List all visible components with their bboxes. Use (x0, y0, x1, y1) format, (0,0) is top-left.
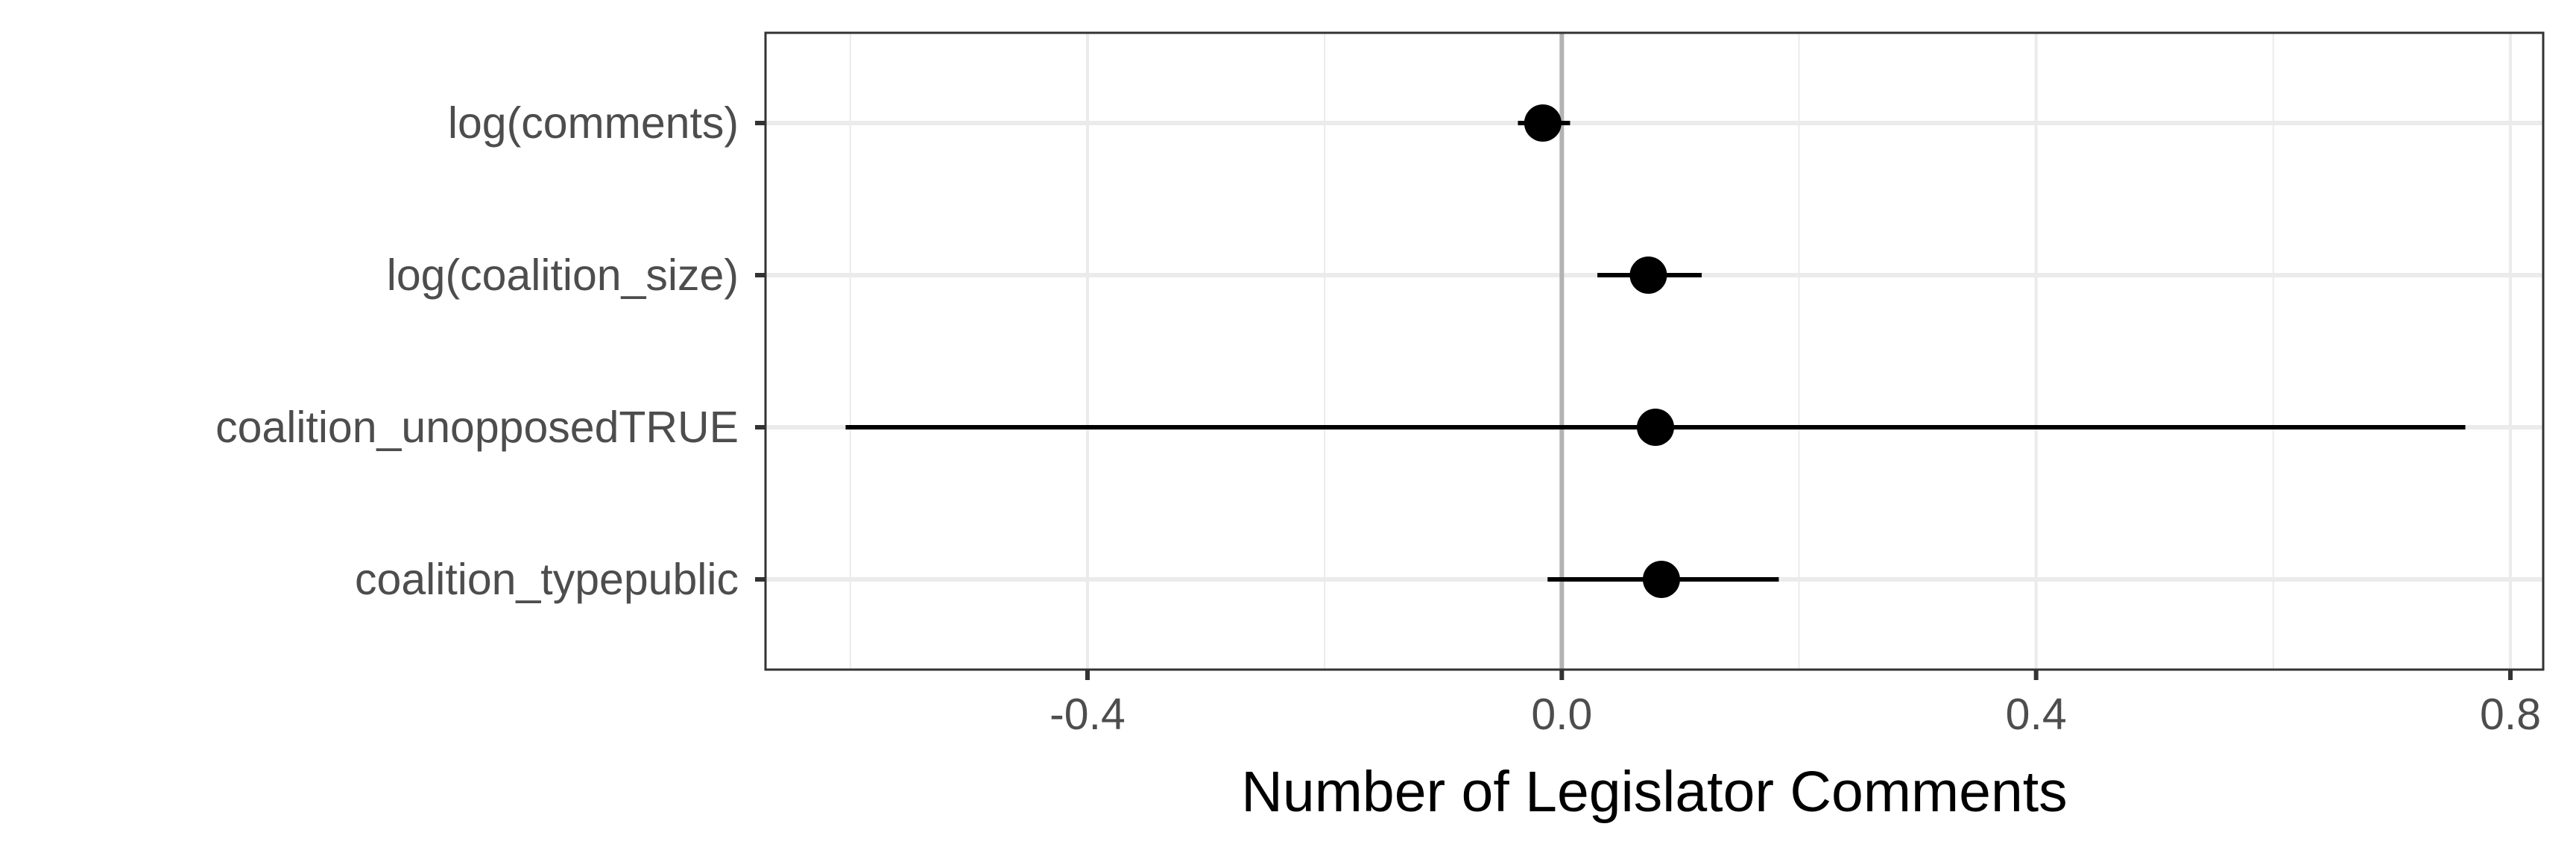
y-tick-label: coalition_unopposedTRUE (215, 403, 739, 452)
estimate-point (1637, 409, 1675, 446)
x-axis-ticks (1085, 670, 2513, 680)
estimate-point (1642, 561, 1680, 598)
y-axis-ticks (755, 121, 765, 582)
points (1524, 104, 1680, 598)
y-tick-label: coalition_typepublic (355, 555, 739, 604)
y-axis-labels: log(comments) log(coalition_size) coalitio… (215, 98, 739, 604)
estimate-point (1524, 104, 1562, 142)
x-tick-label: 0.4 (2006, 690, 2067, 739)
y-tick-label: log(coalition_size) (387, 251, 739, 300)
y-tick-label: log(comments) (448, 98, 739, 148)
x-tick-label: 0.0 (1531, 690, 1592, 739)
panel-border (764, 31, 2545, 671)
x-tick-label: -0.4 (1049, 690, 1126, 739)
x-tick-label: 0.8 (2480, 690, 2541, 739)
estimate-point (1629, 257, 1667, 294)
minor-grid (849, 33, 2274, 670)
x-axis-title: Number of Legislator Comments (1241, 760, 2067, 824)
x-axis-labels: -0.4 0.0 0.4 0.8 (1049, 690, 2541, 739)
